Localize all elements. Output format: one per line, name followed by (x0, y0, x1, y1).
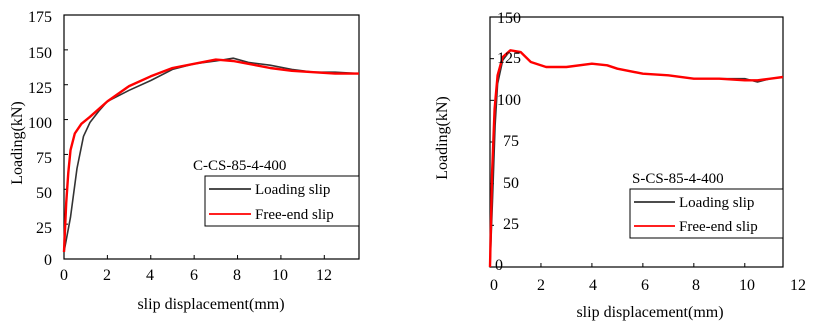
left-y-tick-label: 175 (28, 9, 52, 26)
left-series-free-end-slip-line (62, 58, 359, 253)
left-y-tick-label: 50 (36, 185, 52, 202)
left-y-tick-label: 25 (36, 220, 52, 237)
right-x-tick-label: 10 (739, 277, 755, 294)
left-series-lines (62, 57, 360, 253)
right-x-tick-label: 0 (490, 277, 498, 294)
right-x-tick-label: 6 (641, 277, 649, 294)
right-x-tick-label: 4 (589, 277, 597, 294)
left-y-tick-label: 150 (28, 45, 52, 62)
left-x-tick-label: 6 (190, 267, 198, 284)
left-y-tick-label: 0 (44, 252, 52, 269)
chart-left: 0 25 50 75 100 125 150 175 0 2 4 6 8 10 … (9, 9, 360, 313)
right-x-tick-label: 8 (692, 277, 700, 294)
right-y-tick-label: 125 (497, 50, 521, 67)
right-y-tick-label: 100 (497, 92, 521, 109)
left-y-tick-label: 125 (28, 80, 52, 97)
left-y-axis-label: Loading(kN) (9, 101, 26, 185)
right-y-tick-label: 75 (503, 133, 519, 150)
right-x-tick-label: 12 (790, 277, 806, 294)
chart-right: 0 25 50 75 100 125 150 0 2 4 6 8 10 12 s… (434, 10, 806, 321)
right-y-tick-label: 0 (495, 257, 503, 274)
left-x-tick-label: 0 (60, 267, 68, 284)
right-y-tick-label: 25 (503, 216, 519, 233)
left-x-axis-label: slip displacement(mm) (137, 296, 284, 313)
left-series-loading-slip-line (63, 57, 360, 253)
left-legend-label-loading: Loading slip (255, 182, 330, 198)
right-y-tick-label: 50 (503, 175, 519, 192)
right-legend-box (629, 188, 784, 239)
right-y-axis-label: Loading(kN) (434, 96, 451, 180)
left-specimen-annotation: C-CS-85-4-400 (193, 158, 286, 174)
left-x-tick-label: 12 (316, 267, 332, 284)
left-plot-frame (63, 14, 360, 260)
right-x-tick-label: 2 (537, 277, 545, 294)
left-legend-box (204, 175, 360, 227)
right-series-lines (488, 49, 784, 268)
right-series-free-end-slip-line (488, 49, 784, 268)
right-specimen-annotation: S-CS-85-4-400 (632, 171, 724, 187)
right-legend-label-loading: Loading slip (679, 195, 754, 211)
left-x-tick-label: 8 (233, 267, 241, 284)
left-y-tick-label: 75 (36, 150, 52, 167)
left-x-tick-label: 10 (272, 267, 288, 284)
right-y-tick-label: 150 (497, 10, 521, 27)
left-x-tick-label: 2 (103, 267, 111, 284)
right-legend-label-free-end: Free-end slip (679, 219, 758, 235)
left-x-tick-label: 4 (146, 267, 154, 284)
left-legend-label-free-end: Free-end slip (255, 207, 334, 223)
right-x-axis-label: slip displacement(mm) (576, 304, 723, 321)
left-y-tick-label: 100 (28, 115, 52, 132)
